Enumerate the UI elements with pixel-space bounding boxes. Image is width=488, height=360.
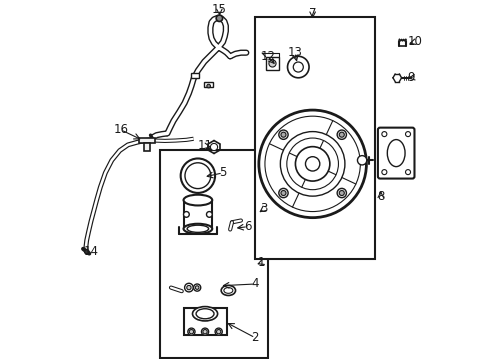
Ellipse shape — [196, 309, 214, 319]
Text: 4: 4 — [251, 278, 259, 291]
Circle shape — [280, 132, 344, 196]
Circle shape — [210, 143, 217, 150]
Circle shape — [278, 188, 287, 198]
Circle shape — [405, 170, 410, 175]
Circle shape — [405, 132, 410, 136]
Circle shape — [189, 329, 193, 334]
Circle shape — [206, 212, 212, 217]
Ellipse shape — [221, 285, 235, 296]
Circle shape — [357, 156, 366, 165]
Ellipse shape — [224, 288, 232, 293]
Circle shape — [381, 170, 386, 175]
Circle shape — [287, 56, 308, 78]
Circle shape — [278, 130, 287, 139]
Circle shape — [184, 163, 210, 189]
Text: 7: 7 — [308, 7, 316, 20]
Circle shape — [281, 132, 285, 137]
Bar — [139, 138, 155, 143]
Ellipse shape — [183, 224, 212, 234]
Text: 1: 1 — [258, 256, 265, 269]
Circle shape — [286, 138, 338, 190]
Circle shape — [268, 60, 276, 67]
Circle shape — [258, 110, 366, 218]
Circle shape — [281, 190, 285, 195]
Text: 3: 3 — [260, 202, 267, 215]
Text: 14: 14 — [83, 245, 98, 258]
Circle shape — [184, 283, 193, 292]
Circle shape — [339, 190, 344, 195]
Ellipse shape — [183, 195, 212, 206]
Text: 12: 12 — [260, 50, 275, 63]
Circle shape — [183, 212, 189, 217]
Text: 5: 5 — [219, 166, 226, 179]
Text: 11: 11 — [197, 139, 212, 152]
Ellipse shape — [192, 307, 217, 321]
Circle shape — [295, 147, 329, 181]
Bar — [190, 73, 198, 78]
Text: 15: 15 — [211, 3, 226, 16]
Circle shape — [336, 188, 346, 198]
Ellipse shape — [187, 225, 208, 232]
Circle shape — [195, 286, 199, 289]
Text: 2: 2 — [251, 331, 259, 344]
Text: 10: 10 — [407, 35, 422, 49]
Text: 13: 13 — [286, 46, 302, 59]
Circle shape — [305, 157, 319, 171]
Circle shape — [293, 62, 303, 72]
Circle shape — [381, 132, 386, 136]
Circle shape — [216, 15, 222, 22]
Bar — [144, 143, 149, 150]
Circle shape — [201, 328, 208, 335]
Circle shape — [203, 329, 207, 334]
Circle shape — [206, 84, 210, 88]
Ellipse shape — [386, 140, 404, 167]
Text: 8: 8 — [376, 190, 384, 203]
FancyBboxPatch shape — [377, 128, 414, 179]
Circle shape — [336, 130, 346, 139]
Circle shape — [187, 328, 195, 335]
Circle shape — [84, 249, 89, 254]
Bar — [160, 149, 267, 357]
Circle shape — [186, 285, 191, 290]
Circle shape — [215, 328, 222, 335]
Bar — [204, 82, 212, 87]
Text: 9: 9 — [407, 71, 414, 84]
Circle shape — [216, 329, 221, 334]
Circle shape — [339, 132, 344, 137]
Bar — [265, 57, 279, 70]
Circle shape — [180, 158, 215, 193]
Text: 6: 6 — [244, 220, 251, 233]
Circle shape — [264, 116, 360, 212]
Bar — [255, 17, 375, 259]
Circle shape — [193, 284, 201, 291]
Text: 16: 16 — [113, 123, 128, 136]
Bar — [183, 309, 226, 335]
